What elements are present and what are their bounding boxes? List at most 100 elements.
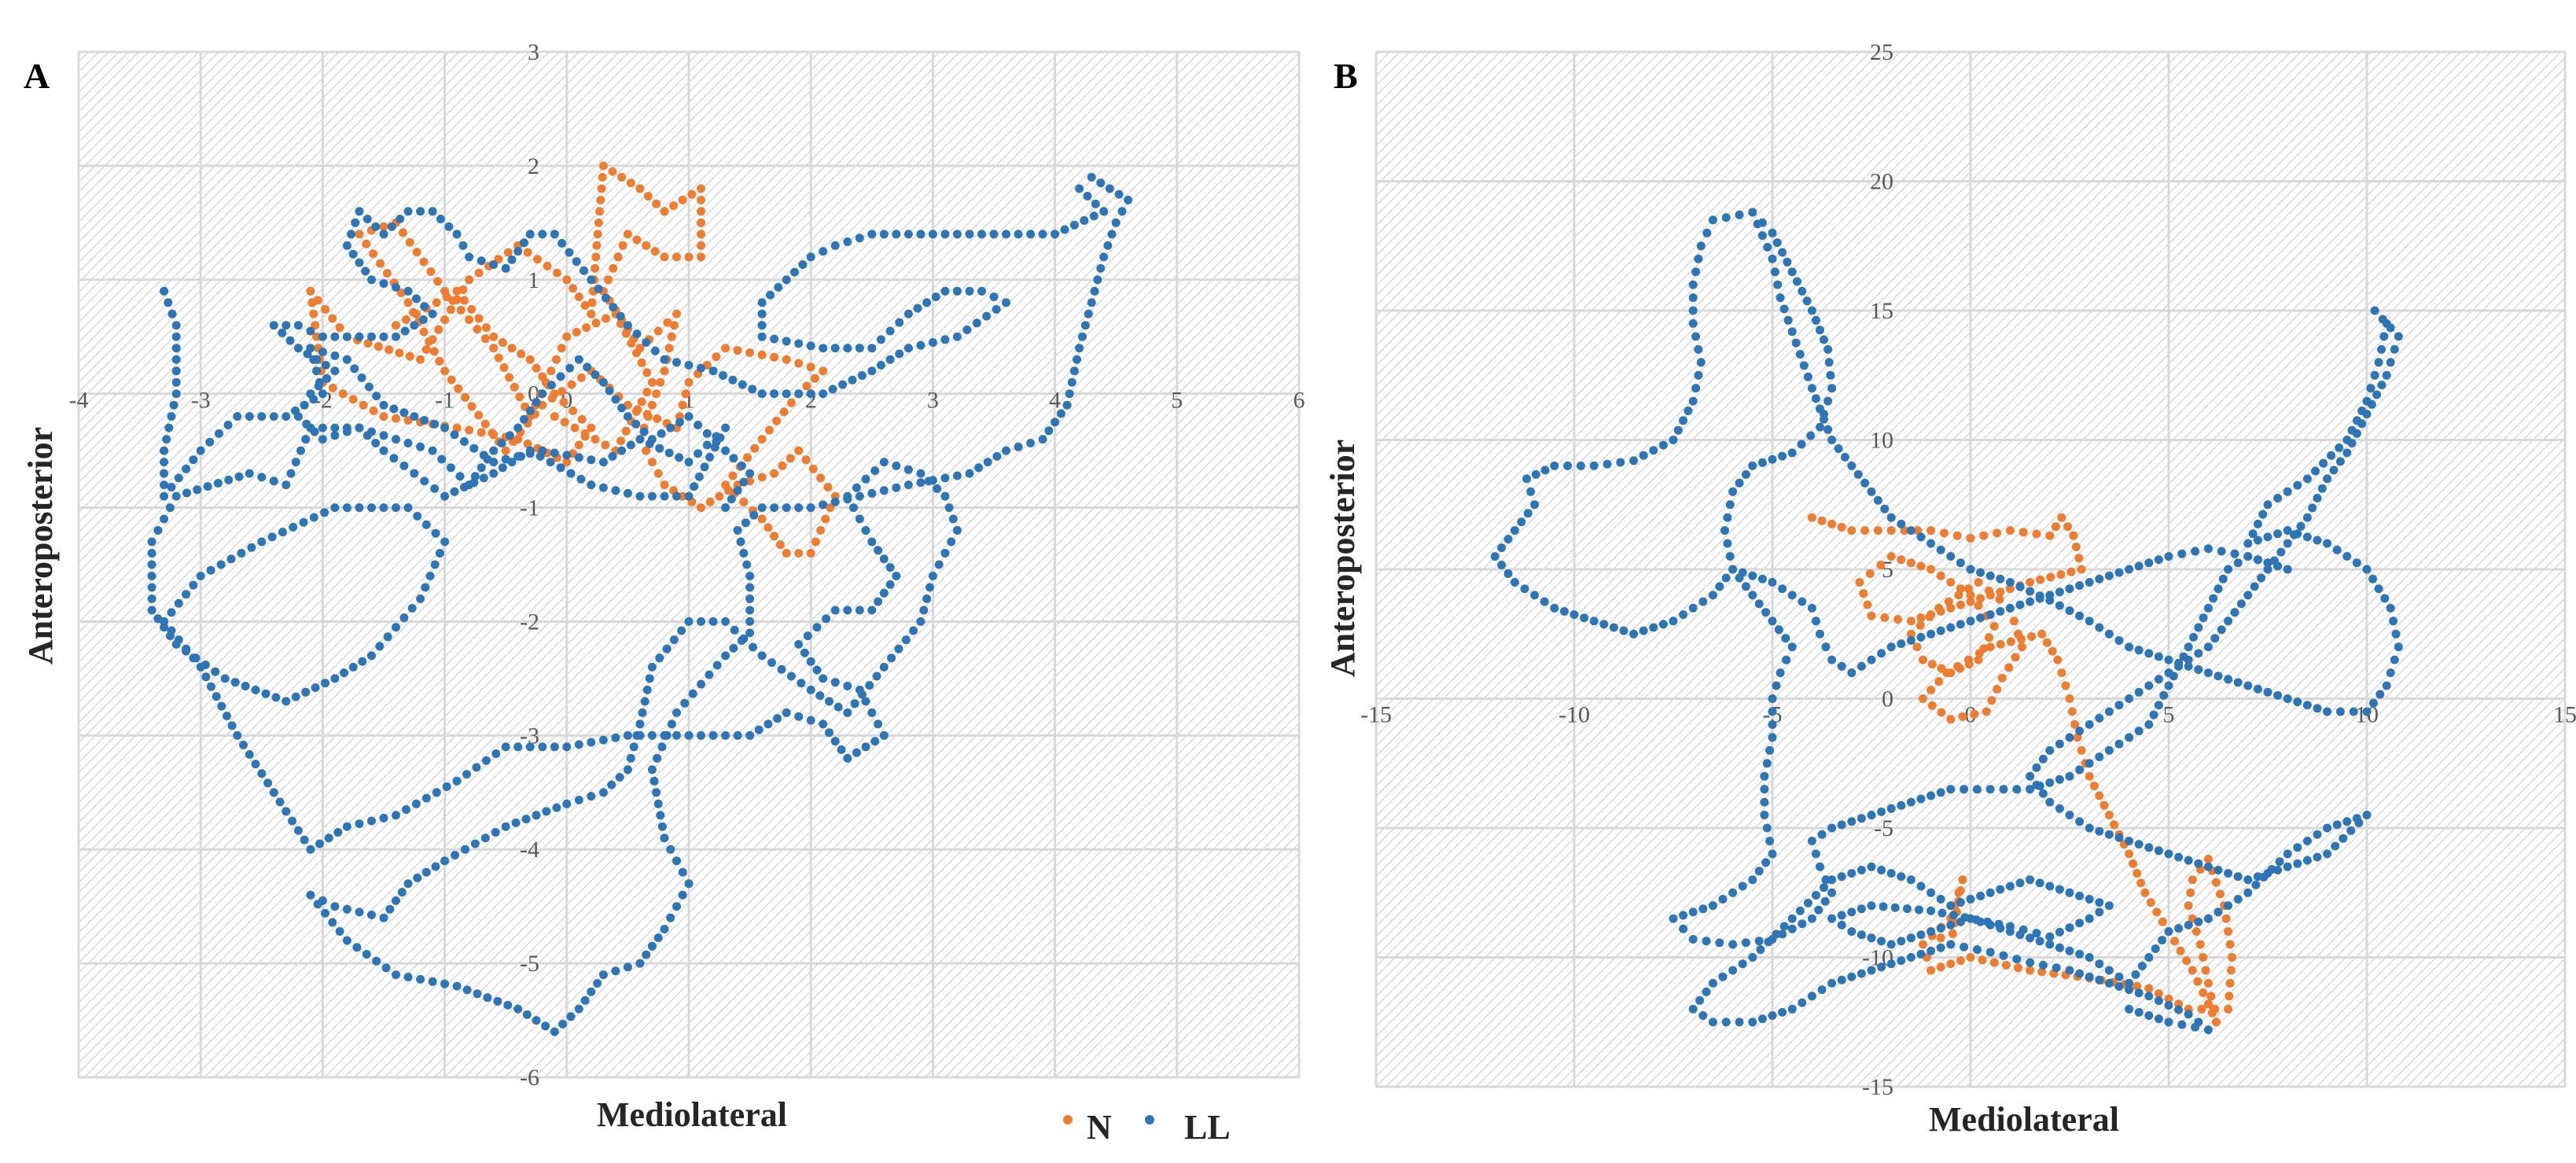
scatter-point (532, 1016, 541, 1025)
scatter-point (374, 342, 383, 351)
scatter-point (541, 1021, 550, 1031)
scatter-point (2349, 707, 2358, 716)
scatter-point (507, 255, 517, 264)
scatter-point (182, 464, 191, 473)
scatter-point (2283, 539, 2292, 548)
scatter-point (442, 782, 451, 791)
scatter-point (1530, 591, 1540, 600)
scatter-point (171, 344, 181, 353)
scatter-point (2386, 358, 2395, 367)
scatter-point (1688, 603, 1698, 613)
scatter-point (729, 454, 738, 463)
scatter-point (355, 503, 364, 513)
scatter-point (461, 845, 469, 854)
scatter-point (1946, 552, 1956, 561)
scatter-point (2273, 529, 2283, 539)
scatter-point (855, 605, 864, 615)
scatter-point (2005, 578, 2015, 587)
scatter-point (1688, 318, 1698, 328)
scatter-point (697, 503, 705, 513)
scatter-point (688, 689, 697, 698)
scatter-point (2137, 962, 2147, 970)
scatter-point (1684, 407, 1693, 415)
scatter-point (655, 653, 664, 663)
scatter-point (474, 314, 484, 323)
scatter-point (1679, 911, 1688, 920)
scatter-point (828, 385, 837, 394)
scatter-point (2038, 960, 2048, 970)
scatter-point (565, 363, 575, 373)
legend-label-n: N (1087, 1108, 1112, 1146)
scatter-point (538, 742, 547, 752)
scatter-point (2313, 830, 2322, 839)
scatter-point (399, 613, 409, 623)
scatter-point (587, 423, 596, 432)
scatter-point (1696, 358, 1706, 367)
y-tick-label: 0 (1882, 686, 1893, 712)
scatter-point (405, 237, 414, 247)
scatter-point (786, 672, 796, 681)
scatter-point (2095, 713, 2104, 723)
scatter-point (806, 503, 815, 513)
scatter-point (903, 480, 913, 490)
scatter-point (367, 816, 376, 826)
scatter-point (1779, 922, 1789, 931)
scatter-point (1853, 469, 1863, 479)
scatter-point (465, 480, 474, 490)
scatter-point (379, 222, 388, 231)
scatter-point (2075, 817, 2085, 826)
scatter-point (2055, 885, 2064, 894)
scatter-point (604, 275, 613, 285)
scatter-point (543, 261, 552, 271)
scatter-point (1996, 607, 2005, 616)
scatter-point (1669, 914, 1678, 923)
scatter-point (2164, 849, 2173, 859)
scatter-point (730, 625, 739, 635)
scatter-point (1999, 951, 2008, 960)
scatter-point (2154, 675, 2163, 684)
scatter-point (1738, 568, 1747, 577)
scatter-point (830, 605, 840, 615)
scatter-point (733, 346, 742, 355)
scatter-point (2154, 701, 2163, 710)
scatter-point (940, 549, 950, 558)
scatter-point (2104, 966, 2114, 975)
scatter-point (2296, 521, 2306, 531)
scatter-point (1760, 797, 1769, 807)
scatter-point (2048, 646, 2057, 656)
scatter-point (421, 867, 431, 877)
scatter-point (2095, 975, 2104, 985)
scatter-point (2375, 690, 2385, 699)
scatter-point (379, 412, 388, 421)
scatter-point (503, 1000, 513, 1010)
scatter-point (330, 351, 340, 360)
scatter-point (1897, 872, 1906, 881)
scatter-point (2203, 603, 2213, 613)
scatter-point (251, 760, 260, 769)
scatter-point (1811, 891, 1820, 900)
scatter-point (510, 382, 519, 392)
scatter-point (879, 731, 889, 740)
scatter-point (355, 207, 364, 216)
scatter-point (2194, 623, 2203, 632)
scatter-point (947, 537, 956, 547)
scatter-point (1897, 956, 1906, 966)
scatter-point (733, 486, 742, 495)
scatter-point (2210, 1004, 2220, 1014)
scatter-point (1798, 286, 1807, 296)
scatter-point (2045, 596, 2055, 605)
scatter-point (2037, 967, 2047, 977)
scatter-point (399, 408, 409, 418)
scatter-point (2045, 531, 2055, 540)
scatter-point (1609, 623, 1618, 632)
scatter-point (1982, 707, 1991, 716)
scatter-point (989, 293, 999, 301)
scatter-point (1768, 616, 1777, 626)
scatter-point (653, 933, 663, 942)
scatter-point (1897, 519, 1906, 528)
scatter-point (611, 966, 620, 976)
scatter-point (2283, 694, 2292, 703)
scatter-point (1103, 241, 1113, 250)
scatter-point (2214, 907, 2223, 917)
scatter-point (2085, 578, 2094, 587)
